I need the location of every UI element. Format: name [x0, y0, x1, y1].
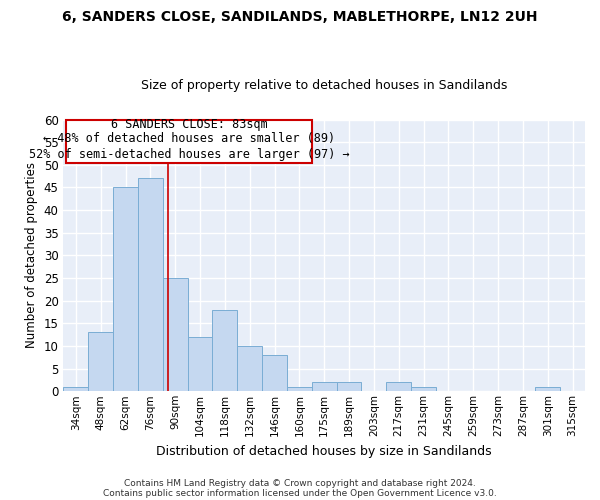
- Bar: [212, 310, 238, 392]
- Bar: [113, 188, 138, 392]
- Text: 52% of semi-detached houses are larger (97) →: 52% of semi-detached houses are larger (…: [29, 148, 349, 161]
- Bar: [188, 337, 212, 392]
- Y-axis label: Number of detached properties: Number of detached properties: [25, 162, 38, 348]
- Text: ← 48% of detached houses are smaller (89): ← 48% of detached houses are smaller (89…: [43, 132, 335, 145]
- Text: Contains public sector information licensed under the Open Government Licence v3: Contains public sector information licen…: [103, 488, 497, 498]
- Text: 6, SANDERS CLOSE, SANDILANDS, MABLETHORPE, LN12 2UH: 6, SANDERS CLOSE, SANDILANDS, MABLETHORP…: [62, 10, 538, 24]
- FancyBboxPatch shape: [66, 120, 312, 162]
- Bar: [535, 386, 560, 392]
- Bar: [337, 382, 361, 392]
- Bar: [64, 386, 88, 392]
- Text: Contains HM Land Registry data © Crown copyright and database right 2024.: Contains HM Land Registry data © Crown c…: [124, 478, 476, 488]
- Bar: [287, 386, 312, 392]
- Bar: [262, 355, 287, 392]
- Title: Size of property relative to detached houses in Sandilands: Size of property relative to detached ho…: [141, 79, 508, 92]
- Bar: [386, 382, 411, 392]
- X-axis label: Distribution of detached houses by size in Sandilands: Distribution of detached houses by size …: [157, 444, 492, 458]
- Bar: [312, 382, 337, 392]
- Bar: [238, 346, 262, 392]
- Text: 6 SANDERS CLOSE: 83sqm: 6 SANDERS CLOSE: 83sqm: [110, 118, 267, 132]
- Bar: [411, 386, 436, 392]
- Bar: [163, 278, 188, 392]
- Bar: [138, 178, 163, 392]
- Bar: [88, 332, 113, 392]
